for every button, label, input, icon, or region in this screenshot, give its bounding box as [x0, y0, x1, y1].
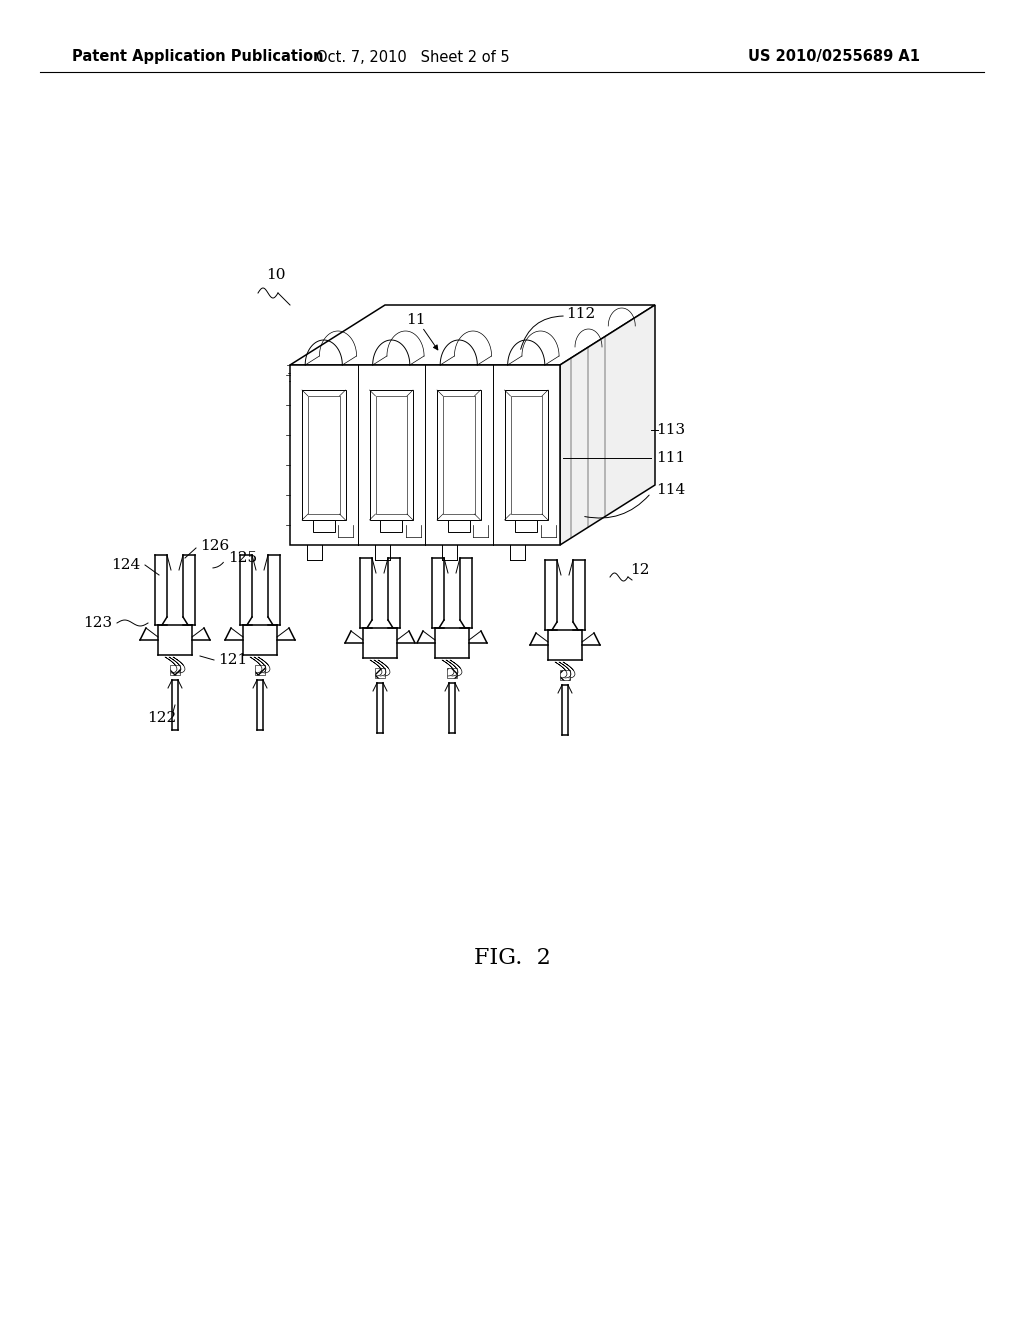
Text: US 2010/0255689 A1: US 2010/0255689 A1 [748, 49, 920, 65]
Polygon shape [505, 389, 548, 520]
Bar [255, 665, 265, 675]
Text: 121: 121 [218, 653, 247, 667]
Polygon shape [515, 520, 538, 532]
Polygon shape [302, 389, 345, 520]
Bar [447, 668, 457, 678]
Text: 11: 11 [407, 313, 426, 327]
Text: 125: 125 [228, 550, 257, 565]
Polygon shape [447, 520, 470, 532]
Polygon shape [437, 389, 480, 520]
Text: 124: 124 [111, 558, 140, 572]
Bar [170, 665, 180, 675]
Polygon shape [560, 305, 655, 545]
Text: Patent Application Publication: Patent Application Publication [72, 49, 324, 65]
Text: 122: 122 [147, 711, 176, 725]
Polygon shape [380, 520, 402, 532]
Polygon shape [290, 305, 655, 366]
Polygon shape [290, 366, 560, 545]
Polygon shape [313, 520, 335, 532]
Text: Oct. 7, 2010   Sheet 2 of 5: Oct. 7, 2010 Sheet 2 of 5 [316, 49, 510, 65]
Text: 113: 113 [656, 422, 685, 437]
Polygon shape [370, 389, 413, 520]
Text: 114: 114 [656, 483, 685, 498]
Bar [560, 671, 570, 680]
Bar [375, 668, 385, 678]
Text: 12: 12 [630, 564, 649, 577]
Text: 112: 112 [566, 308, 595, 321]
Text: FIG.  2: FIG. 2 [474, 946, 550, 969]
Text: 111: 111 [656, 451, 685, 465]
Text: 126: 126 [200, 539, 229, 553]
Text: 10: 10 [266, 268, 286, 282]
Text: 123: 123 [83, 616, 112, 630]
